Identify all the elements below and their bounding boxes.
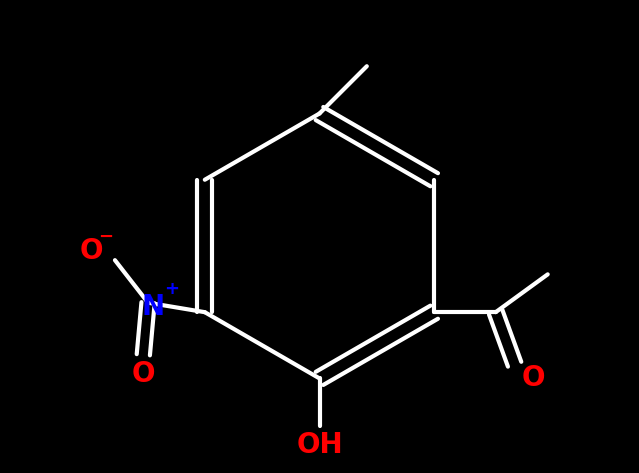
- Text: +: +: [164, 280, 179, 298]
- Text: −: −: [98, 228, 113, 245]
- Text: OH: OH: [296, 430, 343, 459]
- Text: O: O: [522, 364, 545, 393]
- Text: N: N: [141, 293, 164, 322]
- Text: O: O: [79, 236, 103, 265]
- Text: O: O: [132, 359, 155, 388]
